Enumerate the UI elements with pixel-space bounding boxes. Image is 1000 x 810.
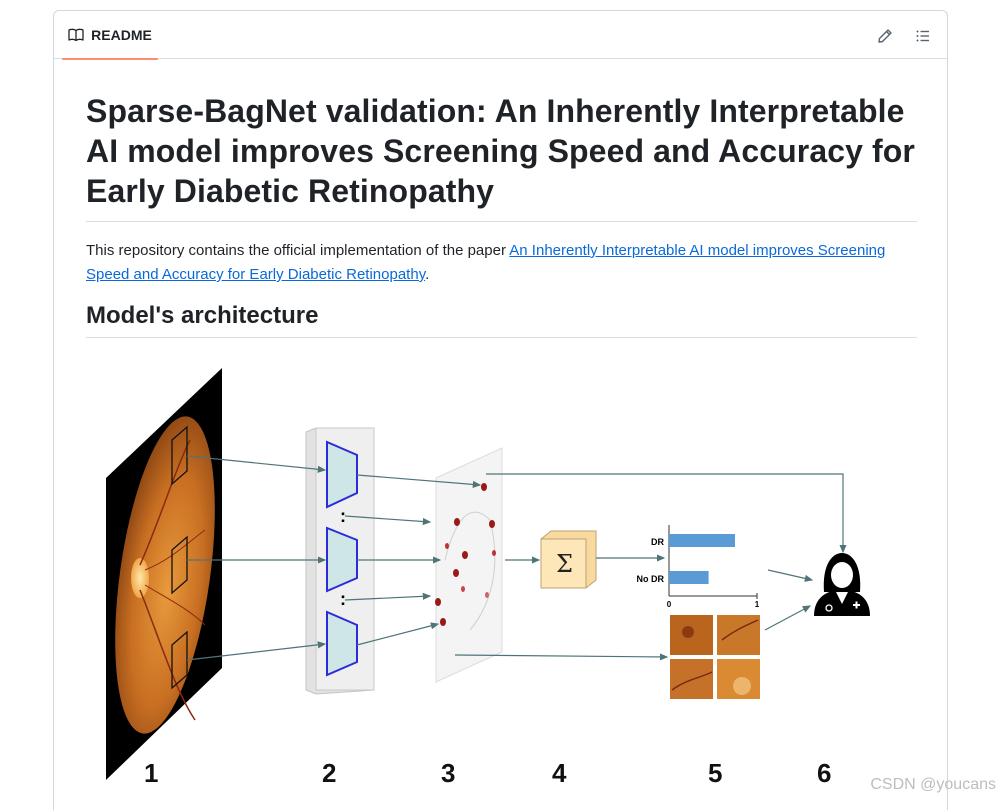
- colon-mark-1: :: [340, 506, 346, 526]
- doctor-icon: [814, 553, 870, 616]
- flow-arrows: [186, 455, 847, 661]
- tick-1: 1: [755, 600, 760, 609]
- bar-label-dr: DR: [651, 537, 664, 547]
- watermark: CSDN @youcans: [870, 776, 996, 793]
- sum-block: Σ: [540, 530, 597, 589]
- edit-button[interactable]: [874, 25, 896, 47]
- readme-tab[interactable]: README: [62, 11, 158, 60]
- intro-text: This repository contains the official im…: [86, 242, 510, 259]
- book-icon: [68, 28, 84, 42]
- bar-dr: [669, 534, 735, 547]
- intro-period: .: [425, 266, 430, 283]
- step-4: 4: [552, 758, 567, 788]
- step-labels: 1 2 3 4 5 6: [144, 758, 831, 788]
- architecture-figure: : : Σ DR No DR 0 1: [106, 368, 870, 788]
- colon-mark-2: :: [340, 589, 346, 609]
- patch-crops: [670, 615, 760, 699]
- sum-symbol: Σ: [556, 550, 573, 578]
- bar-no-dr: [669, 571, 709, 584]
- readme-tab-label: README: [91, 27, 152, 43]
- page-title: Sparse-BagNet validation: An Inherently …: [86, 91, 917, 222]
- paper-link[interactable]: An Inherently Interpretable AI model imp…: [86, 242, 886, 283]
- readme-header: README: [54, 11, 947, 60]
- list-icon: [916, 30, 929, 42]
- intro-paragraph: This repository contains the official im…: [86, 239, 917, 287]
- pencil-icon: [878, 29, 892, 43]
- feature-extractor: : :: [305, 427, 375, 695]
- step-5: 5: [708, 758, 722, 788]
- evidence-map: [435, 447, 503, 683]
- fundus-image: [106, 368, 222, 780]
- step-3: 3: [441, 758, 455, 788]
- step-2: 2: [322, 758, 336, 788]
- readme-content: Sparse-BagNet validation: An Inherently …: [86, 91, 917, 338]
- section-heading: Model's architecture: [86, 301, 917, 338]
- step-6: 6: [817, 758, 831, 788]
- outline-button[interactable]: [912, 25, 934, 47]
- prediction-chart: DR No DR 0 1: [637, 525, 760, 609]
- tick-0: 0: [667, 600, 672, 609]
- step-1: 1: [144, 758, 158, 788]
- bar-label-no-dr: No DR: [637, 574, 665, 584]
